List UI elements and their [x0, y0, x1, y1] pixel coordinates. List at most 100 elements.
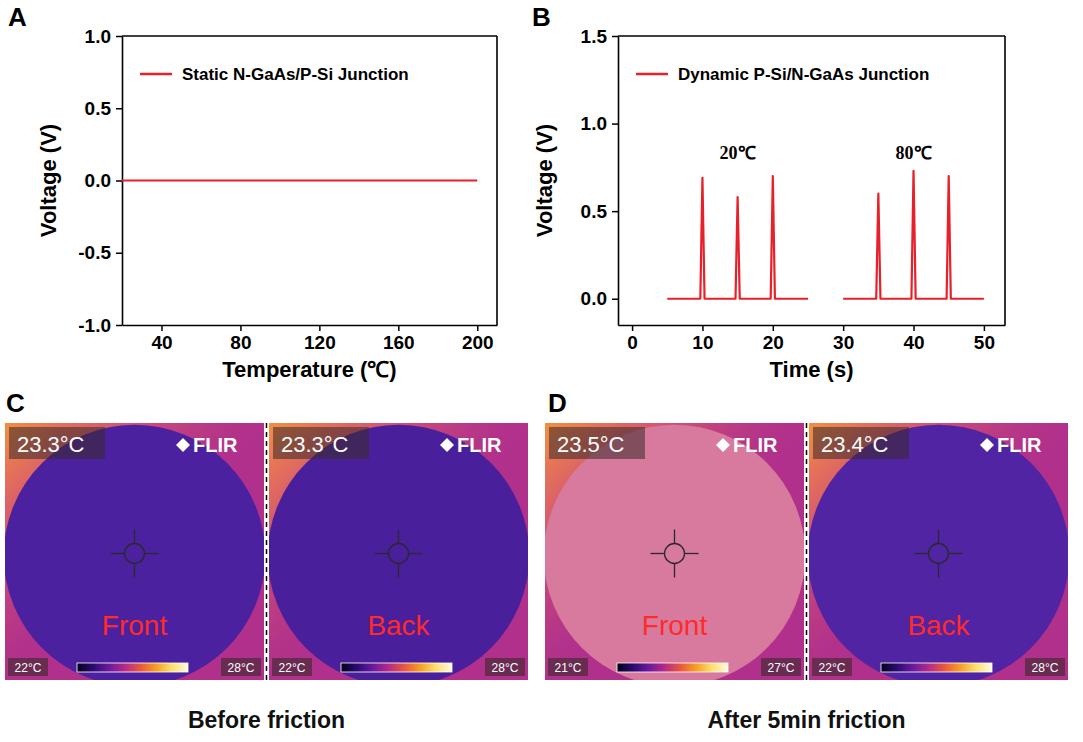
tick-mark [116, 36, 122, 38]
scale-box [221, 658, 261, 676]
tick-label: 40 [903, 332, 924, 353]
tick: 0.0 [85, 170, 122, 191]
crosshair [651, 530, 699, 578]
scale-max: 27°C [768, 661, 795, 675]
plot-area [122, 180, 477, 181]
legend-label: Dynamic P-Si/N-GaAs Junction [678, 65, 929, 84]
scale-box [1025, 658, 1065, 676]
tick: 30 [833, 325, 854, 353]
tick-mark [116, 180, 122, 182]
tick-mark [612, 211, 618, 213]
x-axis: 01020304050 [619, 325, 1006, 353]
tick-mark [612, 36, 618, 38]
tick: -0.5 [78, 242, 122, 263]
scale-box [485, 658, 525, 676]
tick: 80 [230, 325, 251, 353]
scale-min: 22°C [15, 661, 42, 675]
view-label: Back [367, 610, 430, 641]
scale-max: 28°C [492, 661, 519, 675]
legend-swatch [140, 73, 172, 76]
tick: 1.5 [581, 26, 618, 47]
thermal-image: 23.3°CFLIRFront22°C28°C [4, 423, 266, 686]
brand-icon [716, 438, 730, 452]
tick: 120 [304, 325, 336, 353]
tick-label: 0.5 [85, 98, 112, 119]
x-axis-title: Time (s) [770, 357, 854, 382]
tick: 0.5 [581, 201, 618, 222]
tick-label: 120 [304, 332, 336, 353]
frame-line [618, 35, 1005, 37]
view-label: Front [102, 610, 168, 641]
tick: -1.0 [78, 315, 122, 336]
brand: FLIR [733, 434, 778, 456]
sample-disc [5, 425, 264, 680]
tick: 200 [462, 325, 494, 353]
tick-mark [319, 325, 321, 331]
tick: 50 [974, 325, 995, 353]
chart-panel: A4080120160200-1.0-0.50.00.51.0Temperatu… [8, 2, 498, 382]
axis-line [619, 325, 1006, 327]
y-axis-title: Voltage (V) [36, 124, 61, 237]
scale-box [761, 658, 801, 676]
panel-label: A [8, 2, 27, 32]
separator [806, 423, 808, 680]
panel-label: B [532, 2, 551, 32]
thermal-image: 23.3°CFLIRBack22°C28°C [268, 423, 530, 686]
x-axis-title: Temperature (℃) [222, 357, 396, 382]
readout-box [813, 427, 909, 459]
tick: 0.0 [581, 288, 618, 309]
plot-area [667, 171, 984, 299]
scale-box [548, 658, 588, 676]
tick-mark [612, 123, 618, 125]
brand-icon [176, 438, 190, 452]
sample-disc [269, 425, 528, 680]
scale-box [8, 658, 48, 676]
legend: Static N-GaAs/P-Si Junction [140, 65, 409, 84]
annotation: 80℃ [896, 143, 932, 163]
tick: 1.0 [85, 26, 122, 47]
thermal-image: 23.5°CFLIRFront21°C27°C [544, 423, 806, 686]
panel-label: C [6, 388, 25, 418]
tick: 20 [763, 325, 784, 353]
tick-mark [477, 325, 479, 331]
legend-item: Static N-GaAs/P-Si Junction [140, 65, 409, 84]
tick-label: 1.5 [581, 26, 608, 47]
tick-mark [773, 325, 775, 331]
tick-mark [398, 325, 400, 331]
tick-mark [984, 325, 986, 331]
tick-label: 10 [692, 332, 713, 353]
scale-bar [881, 663, 992, 672]
tick-label: 1.0 [85, 26, 111, 47]
view-label: Front [642, 610, 708, 641]
frame-line [122, 35, 497, 37]
caption: Before friction [188, 707, 345, 733]
temperature-readout: 23.3°C [17, 432, 85, 457]
tick: 40 [903, 325, 924, 353]
frame-line [496, 36, 498, 325]
tick-label: 30 [833, 332, 854, 353]
tick-mark [161, 325, 163, 331]
tick: 160 [383, 325, 415, 353]
crosshair [375, 530, 423, 578]
x-axis: 4080120160200 [123, 325, 498, 353]
legend-label: Static N-GaAs/P-Si Junction [182, 65, 409, 84]
legend: Dynamic P-Si/N-GaAs Junction [636, 65, 929, 84]
frame-line [1004, 36, 1006, 325]
y-axis: -1.0 -0.5 0.0 0.5 1.0 [78, 26, 122, 336]
tick-label: 0.0 [85, 170, 111, 191]
data-line [667, 171, 984, 299]
tick: 10 [692, 325, 713, 353]
thermal-image: 23.4°CFLIRBack22°C28°C [808, 423, 1070, 686]
scale-box [812, 658, 852, 676]
annotation: 20℃ [720, 143, 756, 163]
panel-label: D [548, 388, 567, 418]
readout-box [549, 427, 645, 459]
y-axis: 0.00.51.01.5 [581, 26, 619, 326]
scale-max: 28°C [1032, 661, 1059, 675]
legend-item: Dynamic P-Si/N-GaAs Junction [636, 65, 929, 84]
scale-max: 28°C [228, 661, 255, 675]
temperature-readout: 23.3°C [281, 432, 349, 457]
readout-box [9, 427, 105, 459]
scale-min: 22°C [819, 661, 846, 675]
temperature-readout: 23.4°C [821, 432, 889, 457]
